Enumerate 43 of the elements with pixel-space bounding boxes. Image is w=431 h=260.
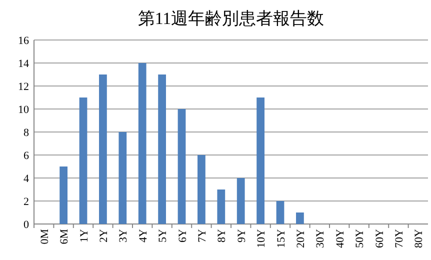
bar: [60, 166, 68, 224]
x-tick-label: 7Y: [196, 228, 208, 242]
bar: [256, 98, 264, 224]
y-tick-label: 12: [18, 81, 29, 93]
y-tick-label: 6: [24, 150, 30, 162]
y-tick-label: 14: [18, 58, 30, 70]
x-tick-label: 3Y: [118, 228, 130, 242]
x-tick-label: 30Y: [314, 228, 327, 248]
x-tick-label: 6Y: [176, 228, 189, 242]
x-tick-label: 70Y: [393, 228, 406, 248]
bar: [178, 109, 186, 224]
y-tick-label: 16: [18, 35, 30, 47]
bar: [118, 132, 127, 224]
y-tick-label: 2: [24, 196, 29, 208]
x-tick-label: 20Y: [294, 228, 307, 248]
x-tick-label: 2Y: [98, 228, 110, 242]
bar: [217, 190, 226, 224]
x-tick-label: 1Y: [78, 228, 90, 242]
chart-title: 第11週年齢別患者報告数: [138, 9, 324, 28]
x-tick-label: 5Y: [157, 228, 170, 242]
y-tick-label: 4: [24, 173, 30, 185]
bar: [276, 201, 284, 224]
bar: [296, 212, 304, 224]
bar: [99, 74, 107, 224]
bar: [138, 63, 146, 224]
bar: [198, 155, 206, 224]
x-tick-label: 0M: [38, 228, 51, 244]
x-tick-label: 40Y: [334, 228, 346, 248]
bar: [158, 74, 166, 224]
x-tick-label: 8Y: [216, 228, 228, 242]
x-tick-label: 4Y: [137, 228, 150, 242]
y-tick-label: 8: [24, 127, 30, 139]
x-tick-label: 60Y: [374, 228, 386, 248]
bar: [79, 98, 88, 224]
x-tick-label: 15Y: [275, 228, 288, 248]
x-tick-label: 80Y: [413, 228, 426, 248]
bar: [236, 178, 245, 224]
x-tick-label: 50Y: [354, 228, 366, 248]
y-tick-label: 10: [18, 104, 30, 116]
x-tick-label: 10Y: [256, 228, 268, 248]
x-tick-label: 9Y: [236, 228, 248, 242]
x-tick-label: 6M: [58, 228, 71, 244]
y-tick-label: 0: [24, 219, 30, 231]
